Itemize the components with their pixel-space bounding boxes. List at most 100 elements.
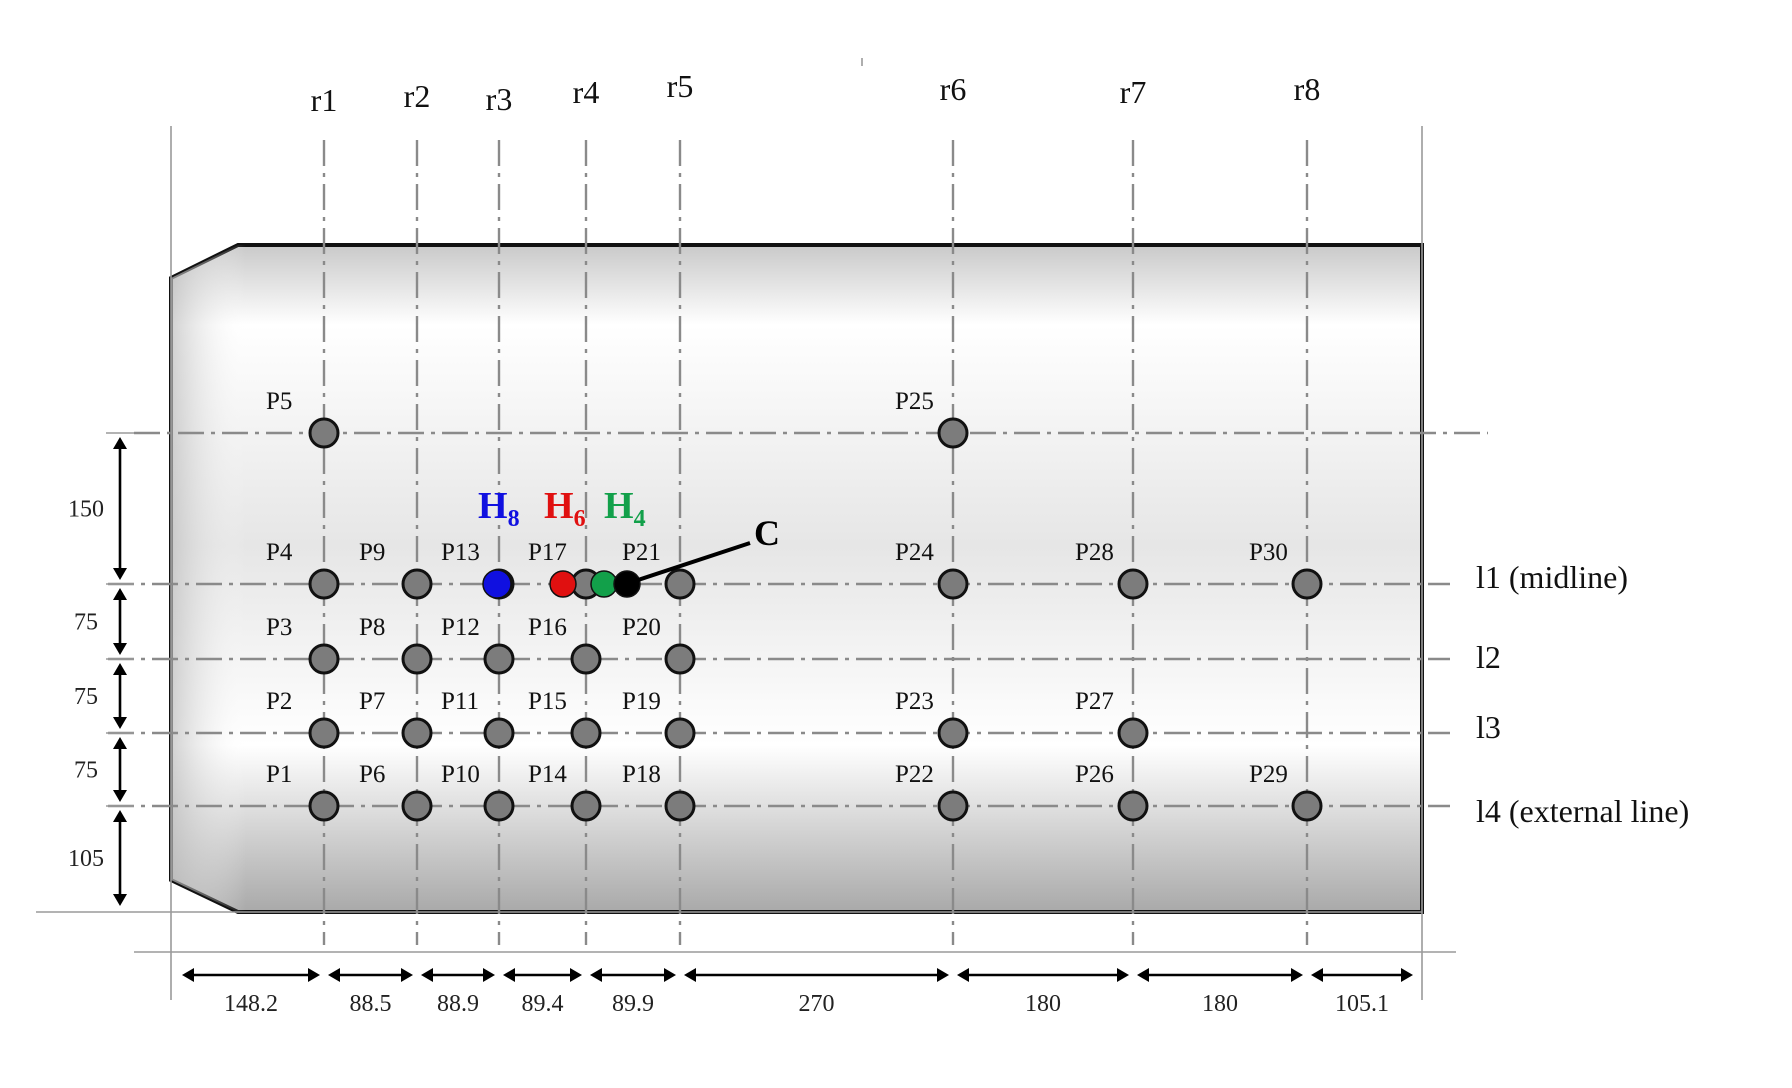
column-label-r5: r5 [667, 68, 694, 104]
point-label-p4: P4 [266, 539, 293, 566]
hole-h8-marker [482, 569, 512, 599]
horizontal-dimension-label: 105.1 [1335, 991, 1389, 1017]
row-label-l3: l3 [1476, 709, 1501, 745]
point-label-p28: P28 [1075, 539, 1114, 566]
panel-shade [171, 245, 1422, 912]
measurement-point-labels: P1 P2 P3 P4 P5 P6 P7 P8 P9 P10 P11 P12 P13 P14 P15 P16 P… [266, 388, 1288, 788]
point-label-p20: P20 [622, 614, 661, 641]
dimension-annotations: 148.2 88.5 88.9 89.4 89.9 270 180 180 105.1 150 75… [68, 432, 1413, 1017]
point-label-p18: P18 [622, 761, 661, 788]
point-label-p5: P5 [266, 388, 292, 415]
point-p1 [308, 790, 340, 822]
column-label-r8: r8 [1294, 71, 1321, 107]
horizontal-dimension-label: 88.9 [437, 991, 479, 1017]
point-label-p15: P15 [528, 688, 567, 715]
point-label-p12: P12 [441, 614, 480, 641]
vertical-dimension-arrow [113, 663, 127, 729]
point-label-p19: P19 [622, 688, 661, 715]
column-label-r1: r1 [311, 82, 338, 118]
point-p15 [570, 717, 602, 749]
hole-h4-label: H4 [604, 485, 646, 532]
point-p20 [664, 643, 696, 675]
point-p29 [1291, 790, 1323, 822]
horizontal-dimension-arrow [1311, 968, 1413, 982]
horizontal-dimension-arrow [182, 968, 320, 982]
measurement-points [308, 417, 1323, 822]
point-p30 [1291, 568, 1323, 600]
point-label-p17: P17 [528, 539, 567, 566]
point-p25 [937, 417, 969, 449]
point-label-p26: P26 [1075, 761, 1114, 788]
center-marker [613, 570, 641, 598]
horizontal-dimension-label: 88.5 [350, 991, 392, 1017]
point-label-p10: P10 [441, 761, 480, 788]
point-p16 [570, 643, 602, 675]
vertical-dimension-arrow [113, 437, 127, 580]
point-label-p7: P7 [359, 688, 385, 715]
vertical-dimension-arrow [113, 810, 127, 906]
point-label-p11: P11 [441, 688, 479, 715]
horizontal-dimension-arrow [503, 968, 582, 982]
horizontal-dimension-label: 180 [1025, 991, 1061, 1017]
horizontal-dimension-label: 89.9 [612, 991, 654, 1017]
point-label-p16: P16 [528, 614, 567, 641]
column-label-r7: r7 [1120, 74, 1147, 110]
vertical-dimension-arrow [113, 588, 127, 655]
point-p21 [664, 568, 696, 600]
vertical-dimension-label: 75 [74, 758, 98, 784]
vertical-dimension-label: 105 [68, 846, 104, 872]
row-label-l2: l2 [1476, 639, 1501, 675]
point-label-p8: P8 [359, 614, 385, 641]
point-label-p29: P29 [1249, 761, 1288, 788]
horizontal-dimension-label: 148.2 [224, 991, 278, 1017]
horizontal-dimension-arrow [957, 968, 1129, 982]
hole-markers: H8 H6 H4 C [478, 485, 780, 599]
center-leader-line [631, 541, 751, 584]
point-p8 [401, 643, 433, 675]
point-p5 [308, 417, 340, 449]
point-p24 [937, 568, 969, 600]
point-p22 [937, 790, 969, 822]
horizontal-dimension-arrow [684, 968, 949, 982]
point-label-p6: P6 [359, 761, 385, 788]
point-p2 [308, 717, 340, 749]
horizontal-dimension-arrow [590, 968, 676, 982]
horizontal-dimension-arrow [328, 968, 413, 982]
point-p10 [483, 790, 515, 822]
point-label-p22: P22 [895, 761, 934, 788]
point-p7 [401, 717, 433, 749]
hole-h6-label: H6 [544, 485, 586, 532]
point-p9 [401, 568, 433, 600]
row-labels: l1 (midline) l2 l3 l4 (external line) [1476, 559, 1689, 829]
column-label-r2: r2 [404, 78, 431, 114]
point-p28 [1117, 568, 1149, 600]
hole-h6-marker [549, 570, 577, 598]
point-p18 [664, 790, 696, 822]
point-label-p21: P21 [622, 539, 661, 566]
point-label-p2: P2 [266, 688, 292, 715]
point-p14 [570, 790, 602, 822]
point-p4 [308, 568, 340, 600]
column-label-r3: r3 [486, 81, 513, 117]
point-p12 [483, 643, 515, 675]
hole-h8-label: H8 [478, 485, 520, 532]
hole-h4-marker [590, 570, 618, 598]
point-p3 [308, 643, 340, 675]
point-label-p24: P24 [895, 539, 934, 566]
point-p19 [664, 717, 696, 749]
column-label-r6: r6 [940, 71, 967, 107]
horizontal-dimension-arrow [1137, 968, 1303, 982]
row-label-l1: l1 (midline) [1476, 559, 1628, 595]
point-label-p13: P13 [441, 539, 480, 566]
column-label-r4: r4 [573, 74, 600, 110]
point-label-p1: P1 [266, 761, 292, 788]
point-label-p23: P23 [895, 688, 934, 715]
center-label: C [754, 513, 780, 553]
point-label-p30: P30 [1249, 539, 1288, 566]
vertical-dimension-arrow [113, 737, 127, 802]
point-p26 [1117, 790, 1149, 822]
point-p6 [401, 790, 433, 822]
point-p11 [483, 717, 515, 749]
point-p23 [937, 717, 969, 749]
horizontal-dimension-label: 180 [1202, 991, 1238, 1017]
